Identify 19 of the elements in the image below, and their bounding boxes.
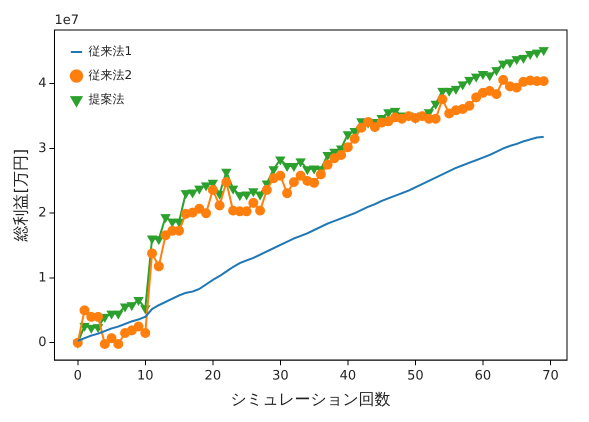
x-tick-label: 0: [74, 368, 82, 384]
y-tick-label: 3: [38, 140, 46, 156]
y-tick-label: 2: [38, 206, 46, 221]
text: 1e7: [54, 12, 80, 28]
x-axis-title: シミュレーション回数: [230, 390, 391, 409]
y-tick-label: 4: [38, 76, 46, 92]
x-tick-label: 20: [204, 368, 222, 384]
y-tick-label: 1: [38, 270, 46, 286]
x-tick-label: 60: [474, 368, 492, 384]
x-tick-label: 70: [542, 368, 559, 384]
x-tick-label: 30: [272, 368, 289, 384]
y-tick-label: 0: [38, 335, 46, 350]
legend-label: 従来法1: [88, 44, 132, 58]
legend-label: 提案法: [88, 92, 124, 106]
x-tick-label: 50: [407, 368, 424, 384]
legend-label: 従来法2: [88, 68, 132, 82]
y-axis-title: 総利益[万円]: [10, 148, 30, 242]
x-tick-label: 40: [340, 368, 356, 384]
x-tick-label: 10: [137, 368, 154, 384]
